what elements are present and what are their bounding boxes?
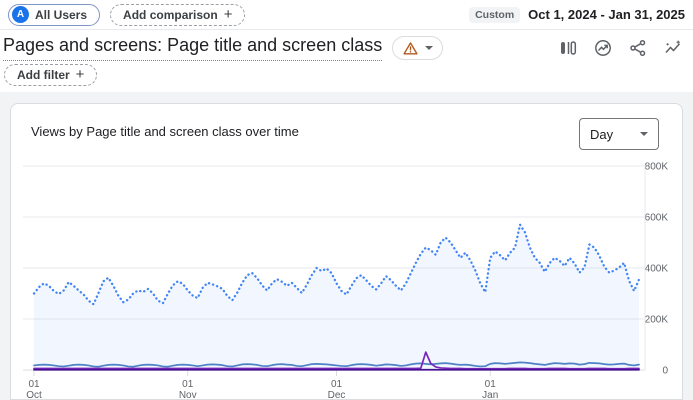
- report-snapshot-icon: [593, 38, 613, 58]
- add-comparison-label: Add comparison: [123, 7, 218, 22]
- customize-report-button[interactable]: [556, 36, 580, 60]
- add-comparison-button[interactable]: Add comparison +: [110, 3, 246, 26]
- svg-text:01: 01: [485, 379, 497, 390]
- svg-text:Jan: Jan: [482, 390, 498, 400]
- chart-title: Views by Page title and screen class ove…: [31, 124, 299, 139]
- content-background: Views by Page title and screen class ove…: [0, 92, 693, 400]
- svg-text:Oct: Oct: [26, 390, 42, 400]
- svg-text:01: 01: [331, 379, 343, 390]
- audience-comparison-chip[interactable]: A All Users: [8, 3, 101, 26]
- report-header: Pages and screens: Page title and screen…: [3, 34, 685, 62]
- svg-text:800K: 800K: [645, 162, 669, 173]
- top-bar: A All Users Add comparison + Custom Oct …: [0, 0, 693, 30]
- svg-text:200K: 200K: [645, 315, 669, 326]
- svg-text:Nov: Nov: [179, 390, 197, 400]
- audience-chip-label: All Users: [35, 7, 88, 22]
- chevron-down-icon: [640, 132, 648, 136]
- share-icon: [628, 38, 648, 58]
- report-snapshot-button[interactable]: [591, 36, 615, 60]
- granularity-value: Day: [590, 126, 614, 142]
- report-chart-card: Views by Page title and screen class ove…: [10, 103, 683, 400]
- chevron-down-icon: [425, 46, 434, 50]
- svg-text:01: 01: [28, 379, 40, 390]
- customize-report-icon: [558, 38, 578, 58]
- insights-button[interactable]: [661, 36, 685, 60]
- filter-bar: Add filter +: [4, 63, 98, 86]
- date-range-picker[interactable]: Custom Oct 1, 2024 - Jan 31, 2025: [469, 6, 685, 23]
- date-preset-badge: Custom: [469, 6, 521, 23]
- svg-text:Dec: Dec: [328, 390, 346, 400]
- avatar: A: [12, 6, 29, 23]
- plus-icon: +: [75, 66, 85, 83]
- share-button[interactable]: [626, 36, 650, 60]
- svg-text:600K: 600K: [645, 213, 669, 224]
- insights-icon: [663, 38, 683, 58]
- warning-icon: [402, 40, 419, 57]
- svg-text:0: 0: [662, 366, 668, 377]
- plus-icon: +: [223, 6, 233, 23]
- svg-text:01: 01: [182, 379, 194, 390]
- svg-text:400K: 400K: [645, 264, 669, 275]
- data-quality-dropdown[interactable]: [392, 36, 444, 60]
- add-filter-label: Add filter: [17, 67, 70, 82]
- granularity-select[interactable]: Day: [579, 118, 659, 150]
- page-title: Pages and screens: Page title and screen…: [3, 35, 383, 61]
- add-filter-button[interactable]: Add filter +: [4, 63, 98, 86]
- date-range-text: Oct 1, 2024 - Jan 31, 2025: [528, 7, 685, 22]
